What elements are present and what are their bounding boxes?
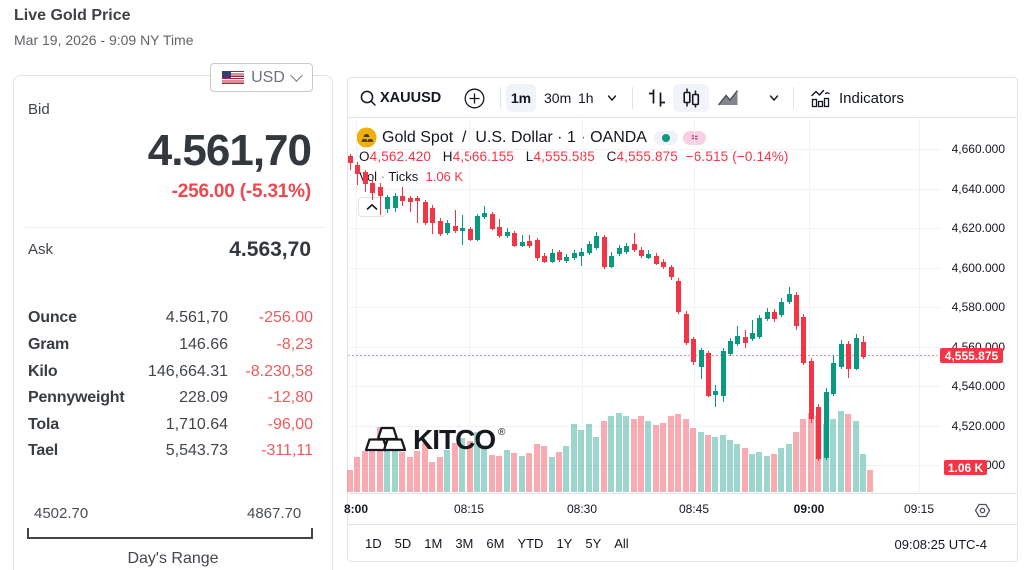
- svg-text:KITCO: KITCO: [413, 424, 495, 455]
- svg-text:®: ®: [498, 427, 506, 438]
- svg-text:09:00: 09:00: [794, 502, 825, 516]
- svg-text:8:00: 8:00: [344, 502, 368, 516]
- svg-text:09:15: 09:15: [904, 502, 934, 516]
- svg-text:08:15: 08:15: [454, 502, 484, 516]
- svg-text:08:30: 08:30: [567, 502, 597, 516]
- svg-text:08:45: 08:45: [679, 502, 709, 516]
